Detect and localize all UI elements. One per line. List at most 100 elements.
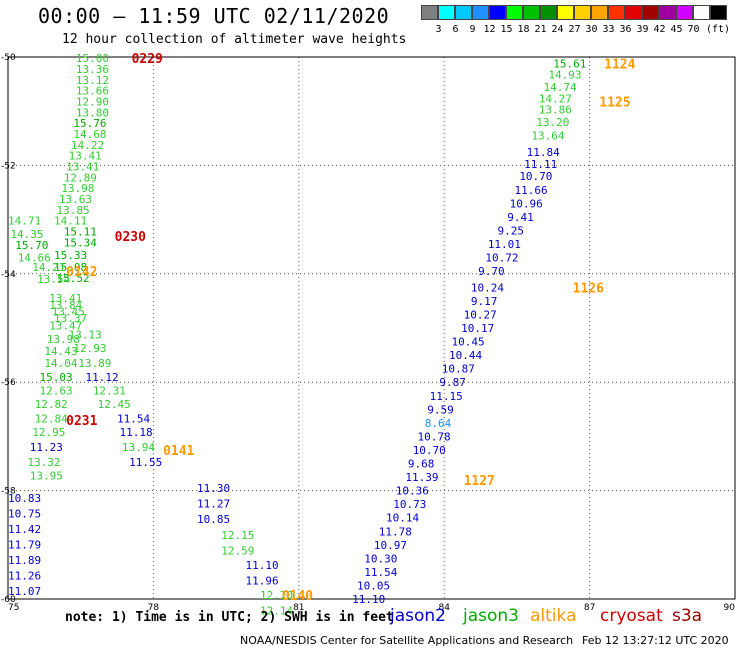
scale-label: 21	[534, 24, 547, 35]
wave-height-value: 10.78	[418, 430, 451, 443]
wave-height-value: 15.08	[54, 261, 87, 274]
wave-height-value: 15.76	[73, 117, 106, 130]
wave-height-value: 9.68	[408, 458, 435, 471]
wave-height-value: 13.36	[76, 63, 109, 76]
wave-height-value: 12.45	[98, 398, 131, 411]
scale-label: 36	[619, 24, 632, 35]
scale-label: 39	[636, 24, 649, 35]
wave-height-value: 11.78	[379, 525, 412, 538]
wave-height-value: 13.63	[59, 193, 92, 206]
map-grid	[8, 57, 735, 599]
wave-height-value: 13.66	[76, 85, 109, 98]
wave-height-value: 10.75	[8, 508, 41, 521]
pass-time-label: 0142	[66, 265, 97, 280]
wave-height-value: 8.64	[425, 417, 452, 430]
scale-label: 70	[687, 24, 700, 35]
scale-label: 42	[653, 24, 666, 35]
wave-height-value: 9.41	[507, 211, 534, 224]
scale-swatch	[574, 5, 591, 20]
wave-height-value: 11.18	[119, 426, 152, 439]
scale-label: 33	[602, 24, 615, 35]
scale-unit: (ft)	[706, 24, 731, 35]
map-frame	[7, 56, 736, 600]
wave-height-value: 10.14	[386, 512, 419, 525]
wave-height-value: 10.70	[519, 170, 552, 183]
wave-height-value: 10.83	[8, 492, 41, 505]
wave-height-value: 13.12	[76, 74, 109, 87]
scale-swatch	[523, 5, 540, 20]
lat-tick-label: -56	[1, 378, 16, 388]
scale-label: 24	[551, 24, 564, 35]
pass-time-label: 0231	[66, 414, 97, 429]
wave-height-value: 15.70	[15, 239, 48, 252]
wave-height-value: 11.11	[524, 158, 557, 171]
wave-height-value: 14.04	[44, 357, 77, 370]
wave-height-value: 14.74	[544, 81, 577, 94]
wave-height-value: 11.54	[364, 566, 397, 579]
wave-height-value: 13.80	[76, 106, 109, 119]
wave-height-value: 13.54	[37, 273, 70, 286]
chart-title: 00:00 – 11:59 UTC 02/11/2020	[38, 4, 390, 28]
scale-swatch	[676, 5, 693, 20]
credit-text: NOAA/NESDIS Center for Satellite Applica…	[240, 634, 574, 647]
wave-height-value: 14.71	[8, 215, 41, 228]
wave-height-value: 15.61	[553, 58, 586, 71]
pass-time-label: 0229	[132, 52, 163, 67]
wave-height-value: 11.15	[430, 390, 463, 403]
scale-label: 45	[670, 24, 683, 35]
wave-height-value: 11.10	[352, 593, 385, 606]
wave-height-value: 15.52	[56, 272, 89, 285]
wave-height-value: 11.79	[8, 539, 41, 552]
scale-swatch	[659, 5, 676, 20]
legend-altika: altika	[530, 606, 577, 626]
wave-height-value: 13.20	[536, 116, 569, 129]
wave-height-value: 11.84	[527, 146, 560, 159]
scale-swatch	[591, 5, 608, 20]
wave-height-value: 13.84	[49, 299, 82, 312]
wave-height-value: 10.87	[442, 363, 475, 376]
scale-label: 9	[469, 24, 476, 35]
wave-height-value: 11.96	[245, 574, 278, 587]
wave-height-value: 12.15	[221, 529, 254, 542]
legend-s3a: s3a	[672, 606, 703, 626]
scale-swatch	[625, 5, 642, 20]
wave-height-value: 10.05	[357, 579, 390, 592]
wave-height-value: 11.10	[245, 559, 278, 572]
wave-height-value: 12.95	[32, 426, 65, 439]
wave-height-value: 13.64	[531, 130, 564, 143]
wave-height-value: 10.24	[471, 281, 504, 294]
wave-height-value: 13.41	[49, 292, 82, 305]
wave-height-value: 11.89	[8, 554, 41, 567]
lon-tick-label: 84	[438, 603, 450, 613]
wave-height-value: 12.93	[73, 342, 106, 355]
scale-swatch	[693, 5, 710, 20]
wave-height-value: 12.84	[35, 413, 68, 426]
wave-height-value: 9.87	[439, 376, 466, 389]
pass-time-label: 1127	[464, 474, 495, 489]
scale-swatch	[608, 5, 625, 20]
scale-swatch	[642, 5, 659, 20]
pass-time-label: 1124	[604, 58, 635, 73]
scale-swatch	[455, 5, 472, 20]
scale-swatch	[540, 5, 557, 20]
legend-jason2: jason2	[390, 606, 446, 626]
wave-height-value: 11.39	[405, 471, 438, 484]
wave-height-value: 10.17	[461, 322, 494, 335]
lat-tick-label: -60	[1, 595, 16, 605]
wave-height-value: 10.97	[374, 539, 407, 552]
wave-height-value: 14.11	[54, 215, 87, 228]
wave-height-value: 13.45	[52, 306, 85, 319]
wave-height-value: 13.95	[30, 469, 63, 482]
wave-height-value: 11.23	[30, 441, 63, 454]
wave-height-value: 11.55	[129, 456, 162, 469]
wave-height-value: 13.98	[47, 333, 80, 346]
wave-height-value: 13.89	[78, 357, 111, 370]
wave-height-value: 11.12	[86, 371, 119, 384]
lat-tick-label: -58	[1, 487, 16, 497]
wave-height-value: 11.30	[197, 482, 230, 495]
lat-tick-label: -54	[1, 270, 16, 280]
map-tick-labels: 75 78 81 84 87 90 -50 -52 -54 -56 -58 -60	[1, 53, 735, 613]
wave-height-value: 11.27	[197, 497, 230, 510]
lon-tick-label: 90	[724, 603, 736, 613]
